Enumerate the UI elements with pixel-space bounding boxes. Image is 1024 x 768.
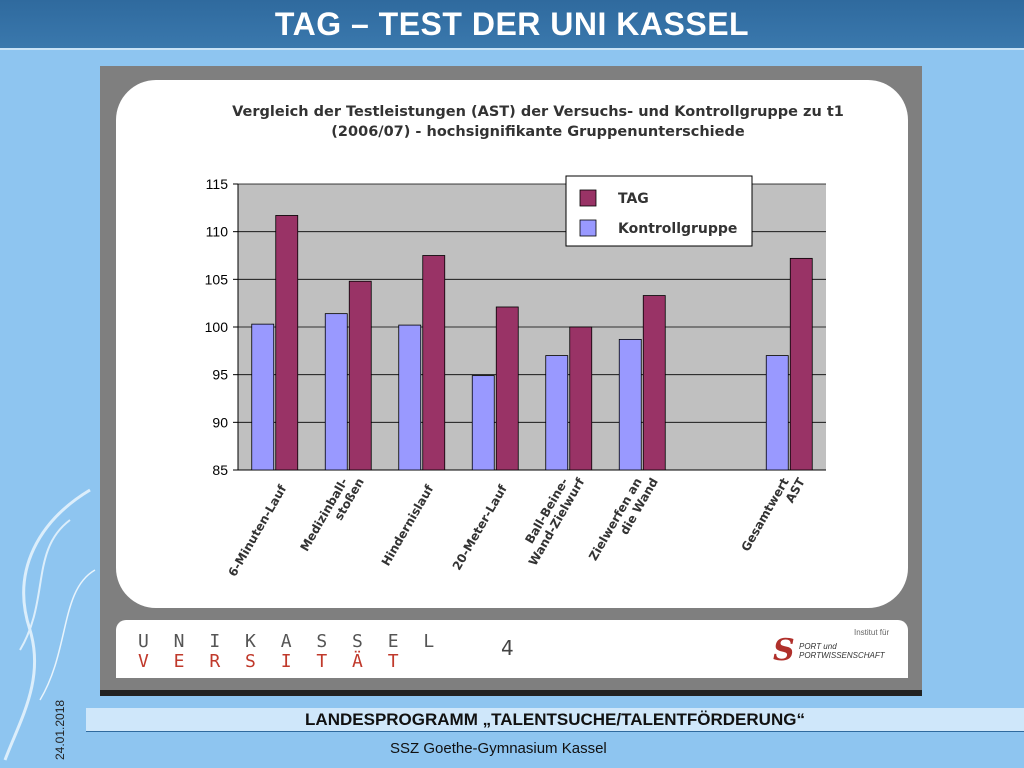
y-tick-label: 90 <box>212 414 228 430</box>
slide-date: 24.01.2018 <box>53 699 67 760</box>
school-name: SSZ Goethe-Gymnasium Kassel <box>390 740 607 757</box>
x-category-label: 6-Minuten-Lauf <box>226 482 290 579</box>
legend-swatch-0 <box>579 189 597 207</box>
y-tick-label: 105 <box>205 271 229 287</box>
x-category-label: Hindernislauf <box>379 482 437 569</box>
bar-kontrollgruppe <box>398 324 422 471</box>
legend-label: Kontrollgruppe <box>618 221 737 237</box>
bar-tag <box>569 326 593 471</box>
bar-tag <box>789 257 813 471</box>
sport-logo-small-text: Institut für <box>854 628 890 637</box>
decorative-swirl <box>3 488 96 761</box>
legend-swatch-1 <box>579 219 597 237</box>
bar-tag <box>422 255 446 471</box>
sport-logo-text: PORT und PORTWISSENSCHAFT <box>799 642 885 660</box>
bar-kontrollgruppe <box>324 313 348 471</box>
bar-tag <box>495 306 519 471</box>
y-tick-label: 115 <box>206 176 229 192</box>
bar-tag <box>348 280 372 471</box>
x-category-label: GesamtwertAST <box>738 468 808 561</box>
chart-panel: Vergleich der Testleistungen (AST) der V… <box>116 80 908 608</box>
chart-title-line-1: Vergleich der Testleistungen (AST) der V… <box>232 104 844 120</box>
program-title: LANDESPROGRAMM „TALENTSUCHE/TALENTFÖRDER… <box>305 709 805 729</box>
x-category-label: 20-Meter-Lauf <box>450 482 511 573</box>
bar-kontrollgruppe <box>618 338 642 471</box>
slide-bottom-bar <box>100 690 922 696</box>
slide-image: Vergleich der Testleistungen (AST) der V… <box>100 66 922 690</box>
program-bar: LANDESPROGRAMM „TALENTSUCHE/TALENTFÖRDER… <box>86 708 1024 732</box>
bar-tag <box>275 215 299 471</box>
bar-chart: 85 90 95 100 105 110 115 6-Minuten-Lauf Medizinb… <box>205 175 826 579</box>
y-tick-label: 110 <box>206 224 229 240</box>
page-number: 4 <box>501 636 514 660</box>
uni-kassel-logo: U N I K A S S E L V E R S I T Ä T <box>138 632 441 672</box>
chart-title: Vergleich der Testleistungen (AST) der V… <box>208 102 868 142</box>
slide-header: TAG – TEST DER UNI KASSEL <box>0 0 1024 50</box>
x-category-label: Ball-Beine-Wand-Zielwurf <box>514 468 588 568</box>
legend-box <box>565 175 753 247</box>
y-tick-label: 85 <box>212 462 228 478</box>
uni-logo-line-2: V E R S I T Ä T <box>138 651 406 672</box>
y-tick-label: 100 <box>205 319 229 335</box>
chart-title-line-2: (2006/07) - hochsignifikante Gruppenunte… <box>331 124 745 140</box>
bar-kontrollgruppe <box>765 355 789 471</box>
sport-logo-letter: S <box>773 633 795 668</box>
x-category-label: Medizinball-stoßen <box>297 469 366 561</box>
slide-footer: U N I K A S S E L V E R S I T Ä T 4 Inst… <box>116 620 908 678</box>
y-tick-label: 95 <box>212 367 228 383</box>
bar-tag <box>642 295 666 471</box>
bar-kontrollgruppe <box>471 375 495 471</box>
sport-institute-logo: Institut für S PORT und PORTWISSENSCHAFT <box>771 628 891 670</box>
bar-kontrollgruppe <box>545 355 569 471</box>
bar-kontrollgruppe <box>251 323 275 471</box>
uni-logo-line-1: U N I K A S S E L <box>138 631 442 652</box>
legend-label: TAG <box>618 191 649 207</box>
x-category-label: Zielwerfen andie Wand <box>586 469 661 570</box>
slide-title: TAG – TEST DER UNI KASSEL <box>274 5 750 42</box>
